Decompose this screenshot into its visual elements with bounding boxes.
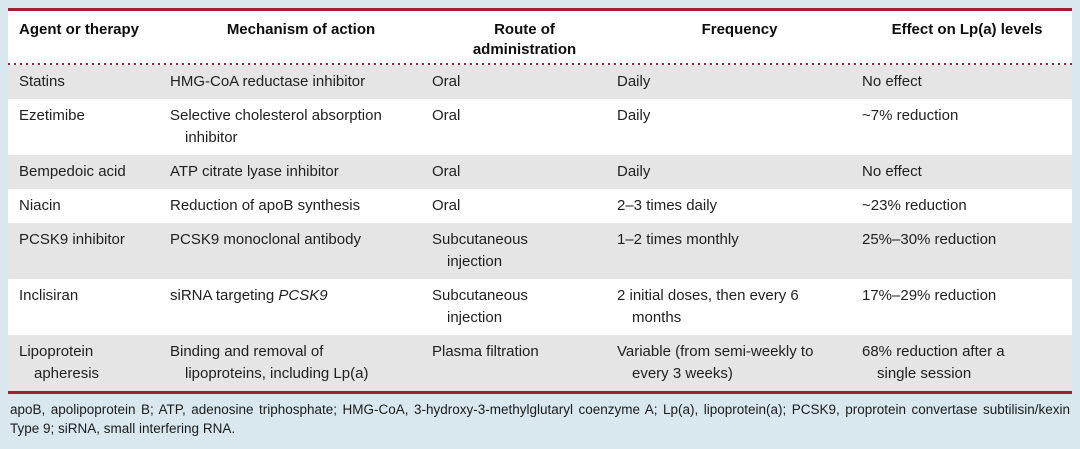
effect-cell: No effect xyxy=(862,73,922,90)
table-row-niacin: Niacin Reduction of apoB synthesis Oral … xyxy=(8,189,1072,223)
table-row-lipoprotein-apheresis: Lipoprotein apheresis Binding and remova… xyxy=(8,335,1072,391)
agent-cell: Bempedoic acid xyxy=(19,163,126,180)
route-cell: Subcutaneous injection xyxy=(432,287,528,326)
agent-cell: Lipoprotein apheresis xyxy=(19,343,100,382)
mechanism-cell: HMG-CoA reductase inhibitor xyxy=(170,73,366,90)
route-cell: Oral xyxy=(432,163,461,180)
effect-cell: ~23% reduction xyxy=(862,197,967,214)
mechanism-cell: ATP citrate lyase inhibitor xyxy=(170,163,339,180)
top-rule xyxy=(8,8,1072,11)
table-row-ezetimibe: Ezetimibe Selective cholesterol absorpti… xyxy=(8,99,1072,155)
mechanism-cell: Selective cholesterol absorption inhibit… xyxy=(170,107,382,146)
agent-cell: Niacin xyxy=(19,197,61,214)
effect-cell: 68% reduction after a single session xyxy=(862,343,1005,382)
effect-cell: ~7% reduction xyxy=(862,107,959,124)
route-cell: Subcutaneous injection xyxy=(432,231,528,270)
frequency-cell: 2 initial doses, then every 6 months xyxy=(617,287,799,326)
column-header-agent: Agent or therapy xyxy=(19,21,140,38)
route-cell: Oral xyxy=(432,107,461,124)
effect-cell: 25%–30% reduction xyxy=(862,231,997,248)
column-header-mechanism: Mechanism of action xyxy=(226,21,376,38)
mechanism-text: siRNA targeting xyxy=(170,287,279,304)
effect-cell: 17%–29% reduction xyxy=(862,287,997,304)
mechanism-cell: Binding and removal of lipoproteins, inc… xyxy=(170,343,369,382)
frequency-cell: Variable (from semi-weekly to every 3 we… xyxy=(617,343,814,382)
frequency-cell: 2–3 times daily xyxy=(617,197,718,214)
header-row: Agent or therapy Mechanism of action Rou… xyxy=(8,11,1072,63)
mechanism-cell: siRNA targeting PCSK9 xyxy=(170,285,402,307)
column-header-frequency: Frequency xyxy=(701,21,778,38)
table-row-bempedoic-acid: Bempedoic acid ATP citrate lyase inhibit… xyxy=(8,155,1072,189)
bottom-rule xyxy=(8,391,1072,394)
agent-cell: Statins xyxy=(19,73,65,90)
column-header-effect: Effect on Lp(a) levels xyxy=(891,21,1043,38)
effect-cell: No effect xyxy=(862,163,922,180)
table-figure: Agent or therapy Mechanism of action Rou… xyxy=(8,8,1072,394)
dotted-separator xyxy=(8,63,1072,65)
mechanism-cell: Reduction of apoB synthesis xyxy=(170,197,361,214)
route-cell: Oral xyxy=(432,197,461,214)
column-header-route: Route of administration xyxy=(432,11,617,63)
agent-cell: Ezetimibe xyxy=(19,107,85,124)
table-row-pcsk9-inhibitor: PCSK9 inhibitor PCSK9 monoclonal antibod… xyxy=(8,223,1072,279)
route-cell: Oral xyxy=(432,73,461,90)
frequency-cell: 1–2 times monthly xyxy=(617,231,739,248)
table-row-inclisiran: Inclisiran siRNA targeting PCSK9 Subcuta… xyxy=(8,279,1072,335)
table-row-statins: Statins HMG-CoA reductase inhibitor Oral… xyxy=(8,65,1072,99)
agent-cell: PCSK9 inhibitor xyxy=(19,231,125,248)
column-header-route-label: Route of administration xyxy=(472,21,577,58)
gene-name-italic: PCSK9 xyxy=(278,287,328,304)
mechanism-cell: PCSK9 monoclonal antibody xyxy=(170,231,361,248)
frequency-cell: Daily xyxy=(617,73,651,90)
abbreviations-footnote: apoB, apolipoprotein B; ATP, adenosine t… xyxy=(10,402,1070,436)
route-cell: Plasma filtration xyxy=(432,343,539,360)
frequency-cell: Daily xyxy=(617,163,651,180)
lpa-therapy-table: Agent or therapy Mechanism of action Rou… xyxy=(8,11,1072,391)
agent-cell: Inclisiran xyxy=(19,287,79,304)
frequency-cell: Daily xyxy=(617,107,651,124)
